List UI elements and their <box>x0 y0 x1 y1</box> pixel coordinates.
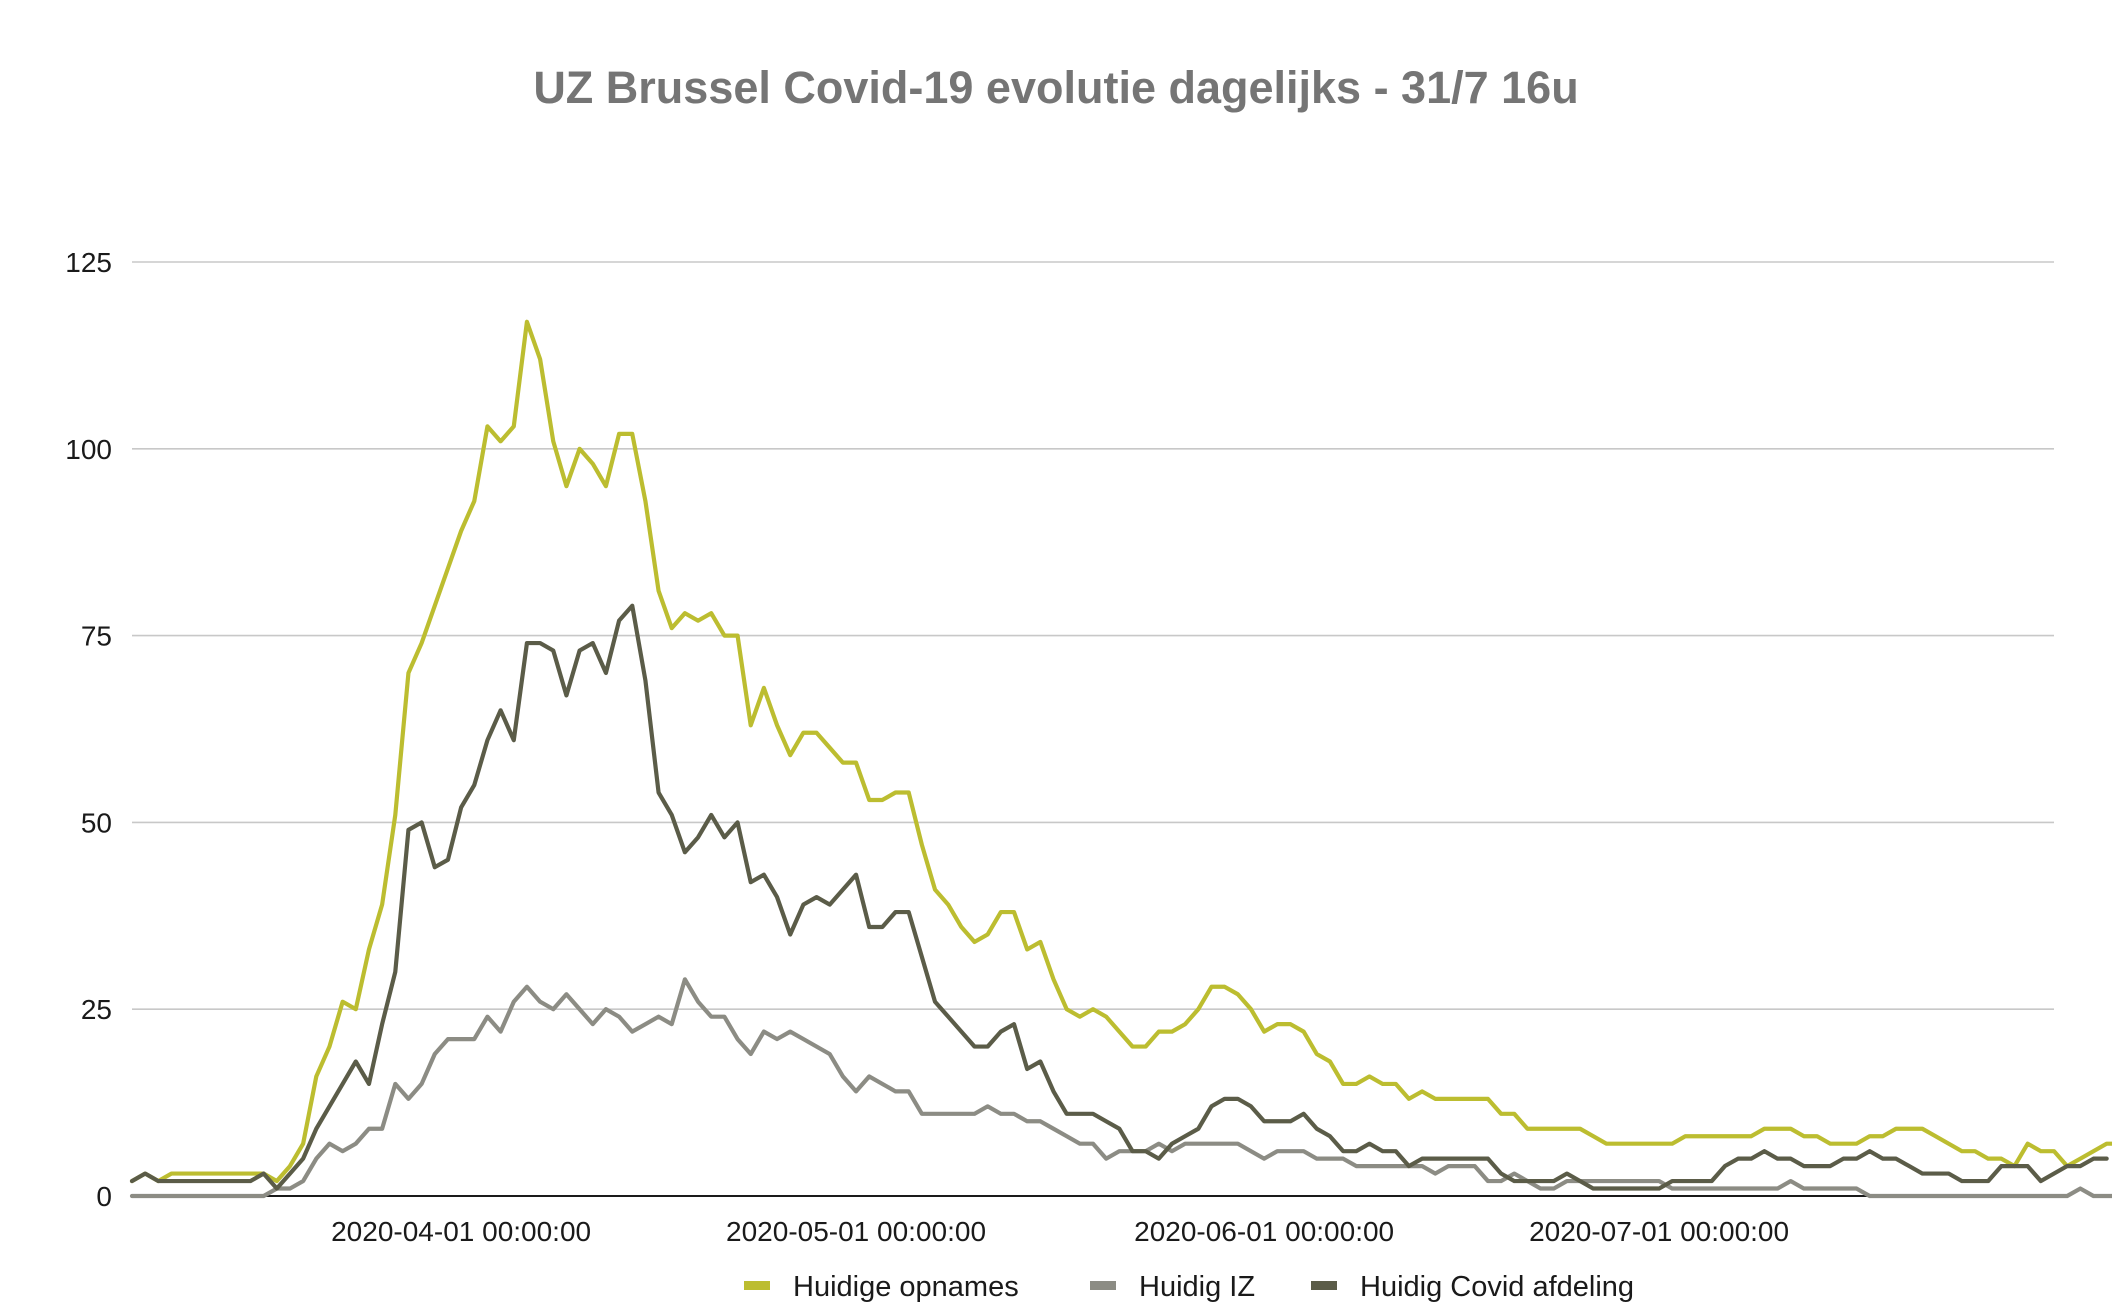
series-line-3 <box>129 603 2109 1191</box>
gridlines <box>132 261 2054 1197</box>
legend-swatch <box>744 1281 770 1290</box>
legend-label: Huidig Covid afdeling <box>1360 1271 1634 1303</box>
legend-label: Huidig IZ <box>1139 1271 1255 1303</box>
chart-title: UZ Brussel Covid-19 evolutie dagelijks -… <box>533 62 1579 113</box>
legend-swatch <box>1090 1281 1116 1290</box>
series-lines <box>129 319 2112 1199</box>
y-tick-label: 75 <box>81 621 112 652</box>
legend: Huidige opnames Huidig IZ Huidig Covid afd… <box>744 1271 1634 1303</box>
y-tick-label: 100 <box>65 434 112 465</box>
y-tick-label: 0 <box>96 1181 112 1212</box>
legend-label: Huidige opnames <box>793 1271 1019 1303</box>
y-tick-label: 50 <box>81 807 112 838</box>
x-tick-label: 2020-05-01 00:00:00 <box>726 1216 986 1247</box>
y-tick-label: 25 <box>81 994 112 1025</box>
x-tick-label: 2020-04-01 00:00:00 <box>331 1216 591 1247</box>
series-line-2 <box>129 977 2112 1199</box>
x-tick-label: 2020-07-01 00:00:00 <box>1529 1216 1789 1247</box>
y-axis-tick-labels: 0 25 50 75 100 125 <box>65 247 112 1212</box>
y-tick-label: 125 <box>65 247 112 278</box>
series-line-1 <box>129 319 2112 1184</box>
x-axis-tick-labels: 2020-04-01 00:00:00 2020-05-01 00:00:00 20… <box>331 1216 1789 1247</box>
legend-swatch <box>1311 1281 1337 1290</box>
x-tick-label: 2020-06-01 00:00:00 <box>1134 1216 1394 1247</box>
